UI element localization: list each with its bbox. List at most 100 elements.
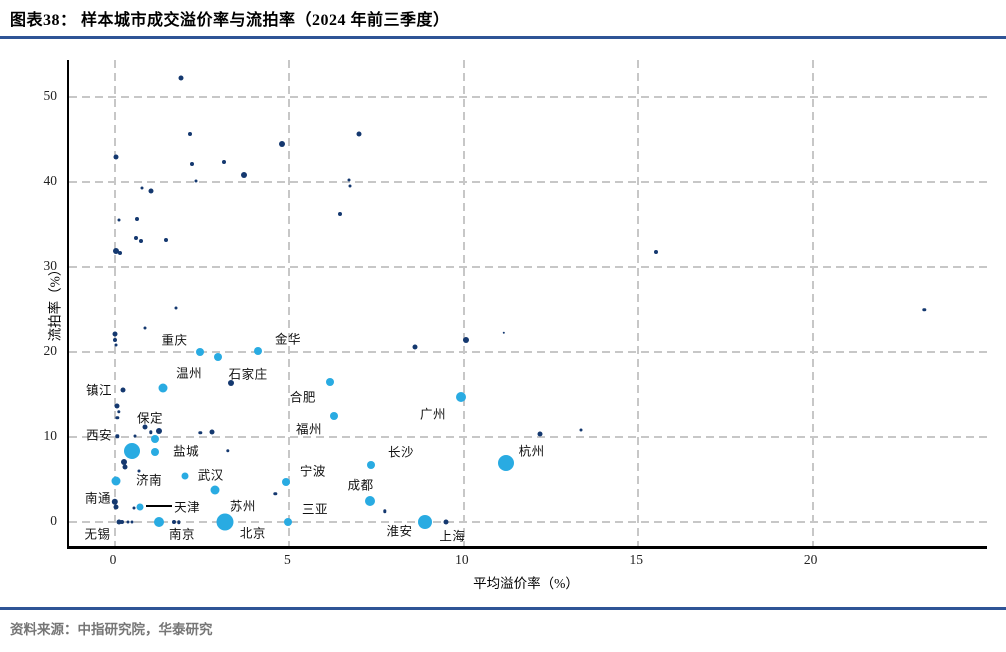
scatter-point (194, 179, 198, 183)
scatter-point (124, 442, 141, 459)
x-tick-label: 20 (803, 552, 818, 567)
source-note: 资料来源：中指研究院，华泰研究 (10, 622, 213, 637)
gridline-x-5 (288, 60, 291, 546)
city-point-济南 (111, 476, 121, 486)
scatter-point (278, 140, 285, 147)
scatter-point (579, 428, 583, 432)
scatter-point (114, 343, 118, 347)
scatter-point (138, 238, 143, 243)
city-point-长沙 (367, 461, 376, 470)
scatter-point (348, 184, 352, 188)
city-point-天津 (136, 503, 144, 511)
gridline-y-50 (69, 96, 987, 98)
city-point-石家庄 (228, 379, 235, 386)
scatter-point (412, 344, 418, 350)
scatter-point (113, 248, 120, 254)
scatter-point (241, 172, 248, 179)
scatter-point (120, 520, 124, 525)
city-label-保定: 保定 (136, 411, 163, 426)
x-tick-label: 5 (284, 552, 291, 567)
city-label-无锡: 无锡 (84, 527, 111, 542)
city-point-宁波 (281, 477, 290, 486)
y-axis-title: 流拍率（%） (47, 262, 63, 342)
gridline-y-30 (69, 266, 987, 269)
scatter-point (189, 162, 194, 167)
city-label-苏州: 苏州 (229, 499, 256, 514)
city-label-成都: 成都 (347, 478, 374, 493)
chart-figure: 流拍率（%） 镇江 西安 南通 无锡 重庆 金华 温州 石家庄 合肥 福州 广州 杭州 保定 盐城 济南 武汉… (0, 42, 1006, 602)
scatter-point (213, 353, 222, 362)
city-label-盐城: 盐城 (173, 444, 200, 459)
city-label-合肥: 合肥 (289, 390, 316, 405)
city-point-成都 (364, 496, 375, 507)
scatter-point (502, 331, 506, 334)
city-point-广州 (456, 391, 467, 402)
city-label-福州: 福州 (296, 422, 323, 437)
scatter-point (149, 430, 153, 434)
scatter-point (132, 506, 136, 510)
scatter-point (115, 416, 119, 420)
scatter-point (221, 159, 226, 164)
city-label-济南: 济南 (136, 473, 163, 488)
scatter-point (174, 306, 178, 310)
x-axis-title: 平均溢价率（%） (473, 576, 579, 591)
scatter-point (177, 520, 181, 525)
gridline-y-40 (69, 181, 987, 184)
scatter-point (121, 459, 128, 466)
scatter-point (178, 75, 184, 81)
city-label-长沙: 长沙 (388, 445, 415, 460)
city-point-南通 (111, 498, 119, 506)
scatter-point (117, 410, 121, 414)
scatter-point (137, 469, 141, 473)
city-label-武汉: 武汉 (197, 468, 224, 483)
city-label-天津: 天津 (174, 500, 201, 515)
scatter-point (210, 485, 220, 495)
city-label-北京: 北京 (239, 526, 266, 541)
city-point-福州 (330, 412, 339, 421)
scatter-point (209, 429, 215, 435)
city-point-保定 (155, 428, 162, 435)
gridline-y-10 (69, 436, 987, 439)
chart-title: 图表38： 样本城市成交溢价率与流拍率（2024 年前三季度） (10, 12, 450, 29)
city-point-重庆 (196, 348, 205, 357)
city-point-南京 (153, 517, 164, 528)
scatter-point (122, 464, 128, 470)
scatter-point (653, 249, 658, 254)
city-label-宁波: 宁波 (299, 464, 326, 479)
scatter-point (130, 520, 134, 524)
x-tick-label: 10 (455, 552, 469, 567)
y-tick-label: 30 (43, 258, 58, 274)
scatter-point (133, 434, 137, 438)
city-point-盐城 (151, 447, 160, 456)
gridline-x-20 (811, 60, 814, 546)
scatter-point (135, 216, 139, 221)
scatter-point (148, 188, 154, 194)
city-point-西安 (115, 434, 119, 439)
city-point-苏州 (216, 513, 234, 531)
city-point-合肥 (325, 378, 334, 387)
scatter-point (922, 308, 926, 312)
scatter-point (142, 424, 148, 430)
scatter-point (151, 435, 160, 444)
city-point-杭州 (497, 454, 514, 471)
y-tick-label: 40 (43, 173, 58, 189)
scatter-point (133, 236, 138, 241)
y-tick-label: 0 (50, 513, 57, 529)
footer-divider (0, 607, 1006, 610)
scatter-point (163, 237, 168, 242)
city-point-武汉 (181, 472, 189, 480)
scatter-point (226, 449, 230, 453)
y-tick-label: 50 (43, 88, 58, 103)
city-point-镇江 (120, 387, 126, 393)
scatter-point (462, 337, 469, 344)
scatter-point (114, 403, 120, 409)
scatter-point (171, 520, 176, 525)
city-label-重庆: 重庆 (161, 333, 188, 348)
x-tick-label: 15 (629, 552, 643, 567)
city-label-杭州: 杭州 (518, 444, 545, 459)
city-label-三亚: 三亚 (302, 502, 329, 517)
scatter-point (188, 131, 193, 136)
city-point-淮安 (418, 515, 433, 530)
city-label-广州: 广州 (420, 407, 447, 421)
